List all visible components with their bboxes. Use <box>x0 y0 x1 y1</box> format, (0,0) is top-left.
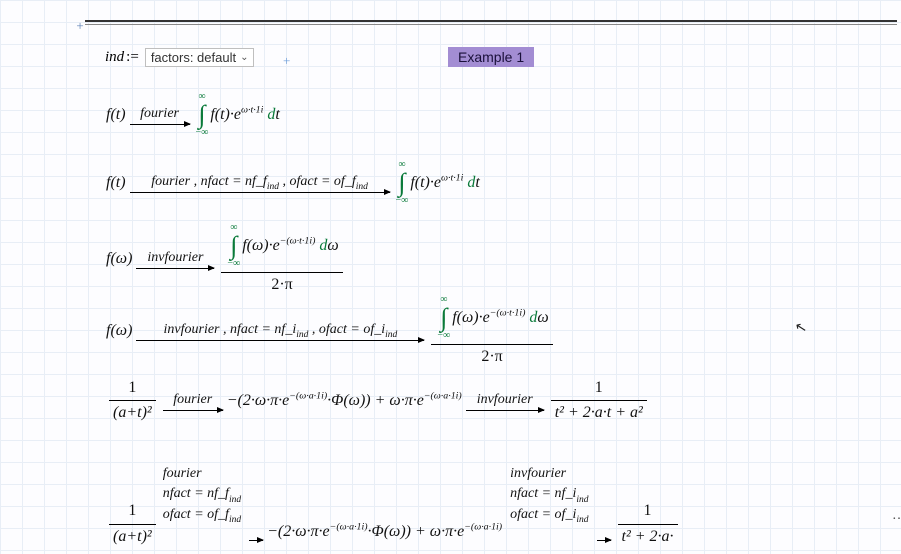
r6-stack-1: fourier nfact = nf_find ofact = of_find <box>163 464 241 525</box>
assign-op: := <box>124 49 141 66</box>
top-rule <box>85 20 897 22</box>
mouse-cursor-icon: ↖ <box>793 318 808 337</box>
r4-arrow-label: invfourier , nfact = nf_iind , ofact = o… <box>136 321 424 340</box>
r6-mid: −(2·ω·π·e−(ω·a·1i)·Φ(ω)) + ω·π·e−(ω·a·1i… <box>267 523 502 541</box>
r3-integral: ∞ ∫ −∞ <box>227 223 240 269</box>
expr-row-6: 1 (a+t)² fourier nfact = nf_find ofact =… <box>106 486 681 547</box>
r3-lhs: f(ω) <box>106 250 132 268</box>
factors-dropdown[interactable]: factors: default ⌄ <box>145 48 255 67</box>
r1-integral: ∞ ∫ −∞ <box>196 92 209 138</box>
r2-arrow-label: fourier , nfact = nf_find , ofact = of_f… <box>130 173 390 192</box>
factors-dropdown-label: factors: default <box>151 50 236 65</box>
r5-mid: −(2·ω·π·e−(ω·a·1i)·Φ(ω)) + ω·π·e−(ω·a·1i… <box>227 392 462 410</box>
r2-integral: ∞ ∫ −∞ <box>396 160 409 206</box>
r5-rhs: 1 t² + 2·a·t + a² <box>551 378 647 424</box>
ind-var: ind <box>105 49 124 66</box>
r5-arrow-2: invfourier <box>466 391 544 411</box>
r4-arrow: invfourier , nfact = nf_iind , ofact = o… <box>136 321 424 341</box>
r3-frac: ∞ ∫ −∞ f(ω)·e−(ω·t·1i) dω 2·π <box>221 222 342 295</box>
r1-arrow-label: fourier <box>130 105 190 124</box>
r4-frac: ∞ ∫ −∞ f(ω)·e−(ω·t·1i) dω 2·π <box>431 294 552 367</box>
expr-row-3: f(ω) invfourier ∞ ∫ −∞ f(ω)·e−(ω·t·1i) d… <box>106 222 346 295</box>
r6-rhs: 1 t² + 2·a· <box>618 501 678 547</box>
example-badge: Example 1 <box>448 47 534 67</box>
top-rule-thin <box>85 24 897 25</box>
r4-integral: ∞ ∫ −∞ <box>437 295 450 341</box>
r2-lhs: f(t) <box>106 174 126 192</box>
expr-row-1: f(t) fourier ∞ ∫ −∞ f(t)·eω·t·1i dt <box>106 92 280 138</box>
r6-stack-2: invfourier nfact = nf_iind ofact = of_ii… <box>510 464 588 525</box>
overflow-ellipsis: … <box>892 508 901 524</box>
expr-row-4: f(ω) invfourier , nfact = nf_iind , ofac… <box>106 294 556 367</box>
r5-lhs: 1 (a+t)² <box>109 378 156 424</box>
insert-plus-icon[interactable]: + <box>283 53 290 69</box>
definition-row: ind := factors: default ⌄ <box>105 48 254 67</box>
r5-arrow-1: fourier <box>163 391 223 411</box>
r1-integrand: f(t)·eω·t·1i dt <box>210 106 280 124</box>
r6-arrow-1 <box>249 540 263 541</box>
r2-arrow: fourier , nfact = nf_find , ofact = of_f… <box>130 173 390 193</box>
math-worksheet: + ind := factors: default ⌄ + Example 1 … <box>0 0 901 554</box>
r1-lhs: f(t) <box>106 106 126 124</box>
expr-row-5: 1 (a+t)² fourier −(2·ω·π·e−(ω·a·1i)·Φ(ω)… <box>106 378 650 424</box>
r3-arrow: invfourier <box>136 249 214 269</box>
r6-arrow-2 <box>597 540 611 541</box>
r3-arrow-label: invfourier <box>136 249 214 268</box>
chevron-down-icon: ⌄ <box>240 52 248 63</box>
r2-integrand: f(t)·eω·t·1i dt <box>410 174 480 192</box>
r4-lhs: f(ω) <box>106 322 132 340</box>
expr-row-2: f(t) fourier , nfact = nf_find , ofact =… <box>106 160 480 206</box>
r1-arrow: fourier <box>130 105 190 125</box>
r6-lhs: 1 (a+t)² <box>109 501 156 547</box>
